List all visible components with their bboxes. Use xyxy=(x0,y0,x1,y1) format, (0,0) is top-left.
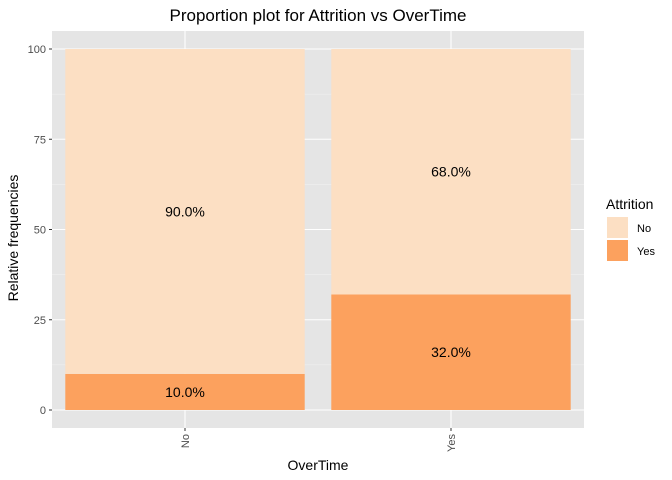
data-label: 32.0% xyxy=(431,344,471,360)
data-labels: 10.0% 90.0% 32.0% 68.0% xyxy=(165,164,471,400)
legend-title: Attrition xyxy=(606,196,653,212)
data-label: 90.0% xyxy=(165,203,205,219)
bar-yes-yes xyxy=(331,294,571,410)
bar-no-yes xyxy=(65,373,305,410)
legend-label-yes: Yes xyxy=(637,246,655,258)
bars xyxy=(65,49,571,410)
y-tick-label: 75 xyxy=(34,134,46,146)
x-tick-label: No xyxy=(180,434,192,448)
y-axis: 0 25 50 75 100 xyxy=(28,44,52,417)
y-axis-title: Relative frequencies xyxy=(5,175,21,302)
legend-key-no xyxy=(607,217,628,238)
legend-key-yes xyxy=(607,240,628,261)
bar-yes-no xyxy=(331,49,571,295)
chart-title: Proportion plot for Attrition vs OverTim… xyxy=(170,6,467,25)
legend-label-no: No xyxy=(637,223,651,235)
x-axis: No Yes xyxy=(180,428,458,452)
bar-no-no xyxy=(65,49,305,374)
data-label: 10.0% xyxy=(165,384,205,400)
legend: Attrition No Yes xyxy=(606,196,655,261)
x-tick-label: Yes xyxy=(446,434,458,452)
y-tick-label: 25 xyxy=(34,315,46,327)
y-tick-label: 0 xyxy=(40,405,46,417)
y-tick-label: 50 xyxy=(34,225,46,237)
x-axis-title: OverTime xyxy=(288,457,349,473)
y-tick-label: 100 xyxy=(28,44,46,56)
data-label: 68.0% xyxy=(431,164,471,180)
